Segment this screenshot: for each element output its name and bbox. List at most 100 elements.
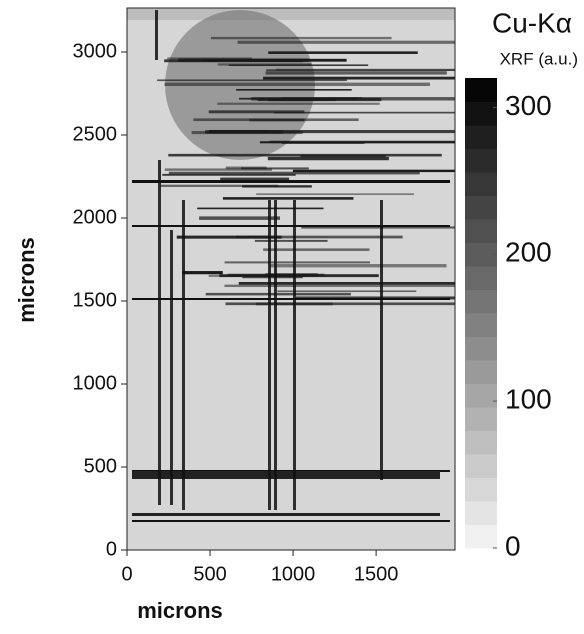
- map-streak: [217, 63, 312, 66]
- colorbar-step: [465, 407, 497, 431]
- map-streak: [301, 226, 455, 229]
- map-streak: [205, 292, 351, 296]
- map-vstreak: [158, 160, 161, 505]
- map-streak: [224, 261, 371, 264]
- map-streak: [242, 185, 312, 188]
- colorbar-step: [465, 172, 497, 196]
- colorbar-tick-label: 100: [505, 384, 552, 415]
- map-streak: [208, 110, 305, 114]
- map-streak: [157, 79, 347, 82]
- map-streak: [267, 156, 389, 161]
- colorbar-step: [465, 454, 497, 478]
- x-tick-label: 1500: [354, 563, 399, 585]
- map-streak: [277, 290, 417, 293]
- map-streak: [265, 71, 447, 75]
- colorbar-step: [465, 501, 497, 525]
- map-streak: [197, 207, 324, 210]
- map-streak: [176, 235, 282, 239]
- map-streak: [225, 302, 455, 306]
- map-streak: [269, 264, 447, 268]
- colorbar-step: [465, 78, 497, 102]
- y-tick-label: 1500: [73, 289, 118, 311]
- colorbar-title: Cu-Kα: [492, 7, 572, 38]
- map-streak: [182, 271, 223, 275]
- map-vstreak: [380, 200, 383, 480]
- map-streak: [208, 274, 309, 277]
- map-streak: [132, 520, 450, 522]
- colorbar-tick-label: 0: [505, 530, 521, 561]
- colorbar-step: [465, 360, 497, 384]
- map-streak: [167, 57, 252, 60]
- map-vstreak: [182, 200, 185, 510]
- map-streak: [224, 284, 455, 288]
- colorbar-step: [465, 477, 497, 502]
- map-streak: [256, 193, 415, 196]
- colorbar-step: [465, 430, 497, 455]
- map-streak: [225, 166, 267, 170]
- colorbar-step: [465, 148, 497, 173]
- map-streak: [249, 118, 305, 122]
- colorbar-tick-label: 300: [505, 90, 552, 121]
- map-vstreak: [268, 200, 271, 510]
- map-streak: [168, 171, 420, 175]
- map-streak: [132, 471, 440, 479]
- map-streak: [281, 141, 365, 144]
- map-vstreak: [293, 200, 296, 510]
- colorbar-step: [465, 195, 497, 220]
- map-vstreak: [274, 200, 277, 510]
- map-streak: [132, 298, 450, 300]
- map-streak: [292, 169, 455, 173]
- map-streak: [263, 76, 455, 80]
- map-streak: [220, 177, 290, 181]
- map-streak: [238, 281, 455, 285]
- colorbar-step: [465, 524, 497, 549]
- colorbar-step: [465, 219, 497, 243]
- map-streak: [132, 225, 450, 227]
- map-streak: [164, 82, 430, 87]
- y-tick-label: 2500: [73, 123, 118, 145]
- map-streak: [274, 111, 455, 114]
- map-streak: [132, 513, 440, 516]
- map-streak: [237, 40, 455, 44]
- map-streak: [265, 273, 318, 276]
- map-vstreak: [155, 10, 158, 60]
- map-streak: [209, 129, 455, 134]
- xrf-map: [126, 7, 456, 551]
- y-tick-label: 1000: [73, 372, 118, 394]
- map-streak: [210, 36, 392, 40]
- map-band: [127, 8, 455, 20]
- x-tick-label: 1000: [271, 563, 316, 585]
- map-vstreak: [170, 230, 173, 505]
- y-tick-label: 2000: [73, 206, 118, 228]
- map-streak: [217, 102, 380, 105]
- y-axis-label: microns: [14, 237, 39, 323]
- colorbar-step: [465, 266, 497, 290]
- map-streak: [296, 296, 455, 300]
- map-streak: [242, 276, 303, 279]
- map-streak: [164, 168, 272, 171]
- y-tick-label: 3000: [73, 40, 118, 62]
- map-streak: [236, 89, 352, 91]
- map-streak: [241, 167, 309, 170]
- map-streak: [168, 153, 442, 157]
- colorbar-step: [465, 336, 497, 361]
- colorbar-step: [465, 242, 497, 267]
- colorbar-step: [465, 101, 497, 126]
- map-streak: [222, 197, 354, 200]
- colorbar-step: [465, 289, 497, 314]
- map-streak: [199, 216, 281, 220]
- x-axis-label: microns: [137, 598, 223, 623]
- map-streak: [132, 180, 450, 183]
- map-streak: [202, 58, 347, 62]
- map-streak: [254, 239, 328, 242]
- x-tick-label: 0: [121, 563, 132, 585]
- colorbar-step: [465, 125, 497, 149]
- map-streak: [236, 235, 403, 239]
- map-streak: [266, 69, 455, 71]
- map-streak: [160, 184, 279, 187]
- map-streak: [251, 97, 455, 101]
- y-tick-label: 500: [84, 455, 117, 477]
- x-tick-label: 500: [193, 563, 226, 585]
- colorbar-step: [465, 313, 497, 337]
